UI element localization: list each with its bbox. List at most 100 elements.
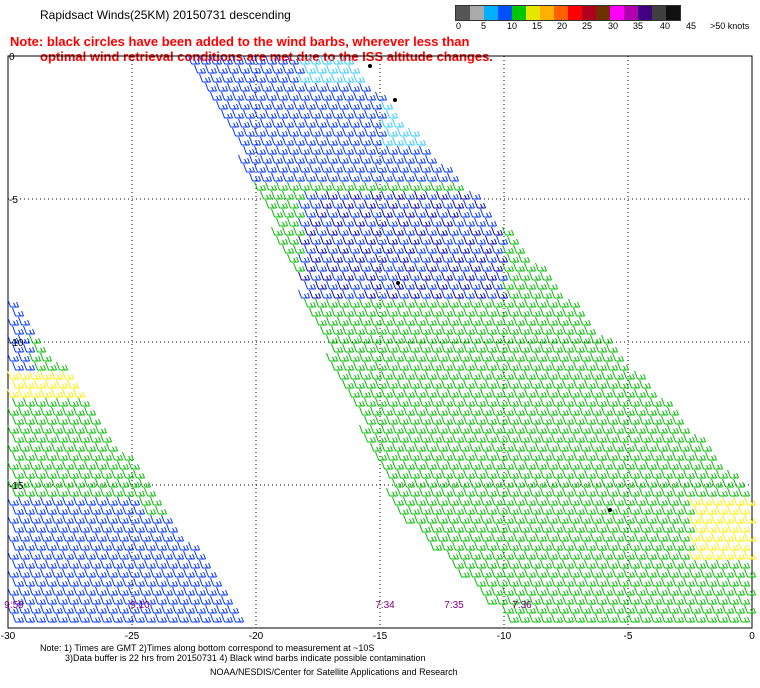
wind-barb <box>496 505 509 515</box>
wind-barb <box>34 469 47 479</box>
wind-barb <box>469 424 482 434</box>
wind-barb <box>507 487 520 497</box>
wind-barb <box>529 271 542 281</box>
wind-barb <box>502 388 515 398</box>
wind-barb <box>364 199 377 209</box>
wind-barb <box>144 577 157 587</box>
wind-barb <box>254 145 267 155</box>
wind-barb <box>304 244 317 254</box>
wind-barb <box>326 64 339 74</box>
wind-barb <box>298 253 311 263</box>
wind-barb <box>111 559 124 569</box>
wind-barb <box>546 514 559 524</box>
wind-barb <box>73 460 86 470</box>
wind-barb <box>359 298 372 308</box>
wind-barb <box>287 109 300 119</box>
wind-barb <box>485 343 498 353</box>
wind-barb <box>133 577 146 587</box>
wind-barb <box>12 469 25 479</box>
wind-barb <box>694 559 707 569</box>
wind-barb <box>639 505 652 515</box>
wind-barb <box>238 154 251 164</box>
wind-barb <box>45 415 58 425</box>
wind-barb <box>491 262 504 272</box>
wind-barb <box>133 613 146 623</box>
wind-barb <box>414 280 427 290</box>
wind-barb <box>485 379 498 389</box>
wind-barb <box>507 289 520 299</box>
wind-barb <box>139 514 152 524</box>
wind-barb <box>56 415 69 425</box>
wind-barb <box>436 172 449 182</box>
wind-barb <box>727 541 740 551</box>
wind-barb <box>243 91 256 101</box>
wind-barb <box>73 586 86 596</box>
wind-barb <box>7 460 20 470</box>
wind-barb <box>628 595 641 605</box>
time-label: 7:36 <box>512 600 532 611</box>
wind-barb <box>337 172 350 182</box>
wind-barb <box>381 352 394 362</box>
wind-barb <box>381 118 394 128</box>
wind-barb <box>62 424 75 434</box>
wind-barb <box>243 109 256 119</box>
wind-barb <box>364 271 377 281</box>
wind-barb <box>667 478 680 488</box>
wind-barb <box>623 478 636 488</box>
wind-barb <box>249 172 262 182</box>
wind-barb <box>353 343 366 353</box>
wind-barb <box>78 595 91 605</box>
wind-barb <box>414 334 427 344</box>
wind-barb <box>634 604 647 614</box>
wind-barb <box>507 361 520 371</box>
wind-barb <box>18 370 31 380</box>
wind-barb <box>656 496 669 506</box>
wind-barb <box>645 460 658 470</box>
wind-barb <box>716 559 729 569</box>
wind-barb <box>29 406 42 416</box>
wind-barb <box>628 397 641 407</box>
wind-barb <box>491 442 504 452</box>
wind-barb <box>199 55 212 65</box>
wind-barb <box>375 253 388 263</box>
wind-barb <box>524 316 537 326</box>
wind-barb <box>51 442 64 452</box>
wind-barb <box>535 316 548 326</box>
wind-barb <box>392 424 405 434</box>
wind-barb <box>744 550 757 560</box>
colorbar-labels: 0 5 10 15 20 25 30 35 40 45 >50 knots <box>448 21 760 33</box>
wind-barb <box>546 388 559 398</box>
wind-barb <box>650 577 663 587</box>
wind-barb <box>535 514 548 524</box>
wind-barb <box>12 505 25 515</box>
wind-barb <box>331 325 344 335</box>
wind-barb <box>348 280 361 290</box>
wind-barb <box>573 559 586 569</box>
wind-barb <box>188 541 201 551</box>
wind-barb <box>639 523 652 533</box>
wind-barb <box>309 163 322 173</box>
wind-barb <box>540 397 553 407</box>
colorbar-swatch <box>624 6 638 20</box>
wind-barb <box>551 487 564 497</box>
wind-barb <box>452 523 465 533</box>
wind-barb <box>419 199 432 209</box>
wind-barb <box>628 505 641 515</box>
wind-barb <box>370 352 383 362</box>
wind-barb <box>348 370 361 380</box>
wind-barb <box>359 388 372 398</box>
wind-barb <box>546 550 559 560</box>
wind-barb <box>562 397 575 407</box>
wind-barb <box>331 235 344 245</box>
wind-barb <box>287 127 300 137</box>
wind-barb <box>436 460 449 470</box>
wind-barb <box>386 361 399 371</box>
wind-barb <box>491 226 504 236</box>
wind-barb <box>683 451 696 461</box>
wind-barb <box>34 361 47 371</box>
wind-barb <box>441 415 454 425</box>
wind-barb <box>469 370 482 380</box>
wind-barb <box>397 289 410 299</box>
wind-barb <box>408 343 421 353</box>
y-tick-label: 0 <box>9 52 15 63</box>
